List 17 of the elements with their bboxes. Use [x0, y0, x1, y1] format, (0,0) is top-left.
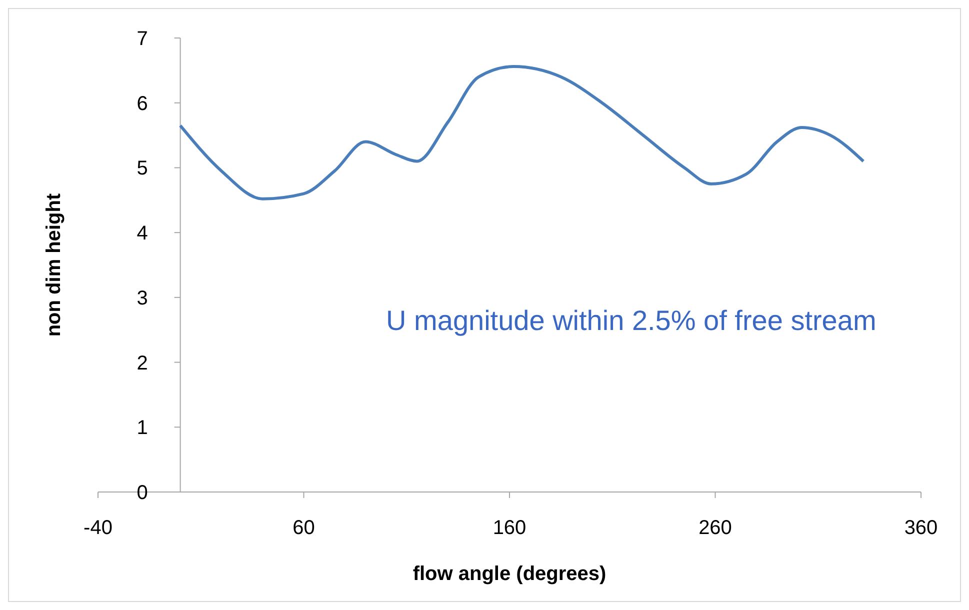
y-tick-label: 6 — [136, 92, 148, 115]
x-tick-label: 360 — [904, 517, 938, 539]
x-tick-label: 160 — [492, 517, 526, 539]
y-tick-label: 1 — [136, 417, 148, 440]
x-tick-label: -40 — [84, 517, 112, 539]
line-series — [178, 65, 865, 200]
x-tick-label: 60 — [292, 517, 315, 539]
y-tick-label: 7 — [136, 28, 148, 50]
y-tick-label: 5 — [136, 158, 148, 180]
x-axis-title: flow angle (degrees) — [412, 563, 606, 585]
y-tick-label: 4 — [136, 222, 148, 245]
annotation: U magnitude within 2.5% of free stream — [386, 304, 876, 336]
x-tick-label: 260 — [698, 517, 732, 539]
y-tick-label: 0 — [136, 482, 148, 504]
y-tick-label: 3 — [136, 287, 148, 310]
y-axis-title: non dim height — [43, 193, 65, 337]
y-tick-label: 2 — [136, 352, 148, 374]
